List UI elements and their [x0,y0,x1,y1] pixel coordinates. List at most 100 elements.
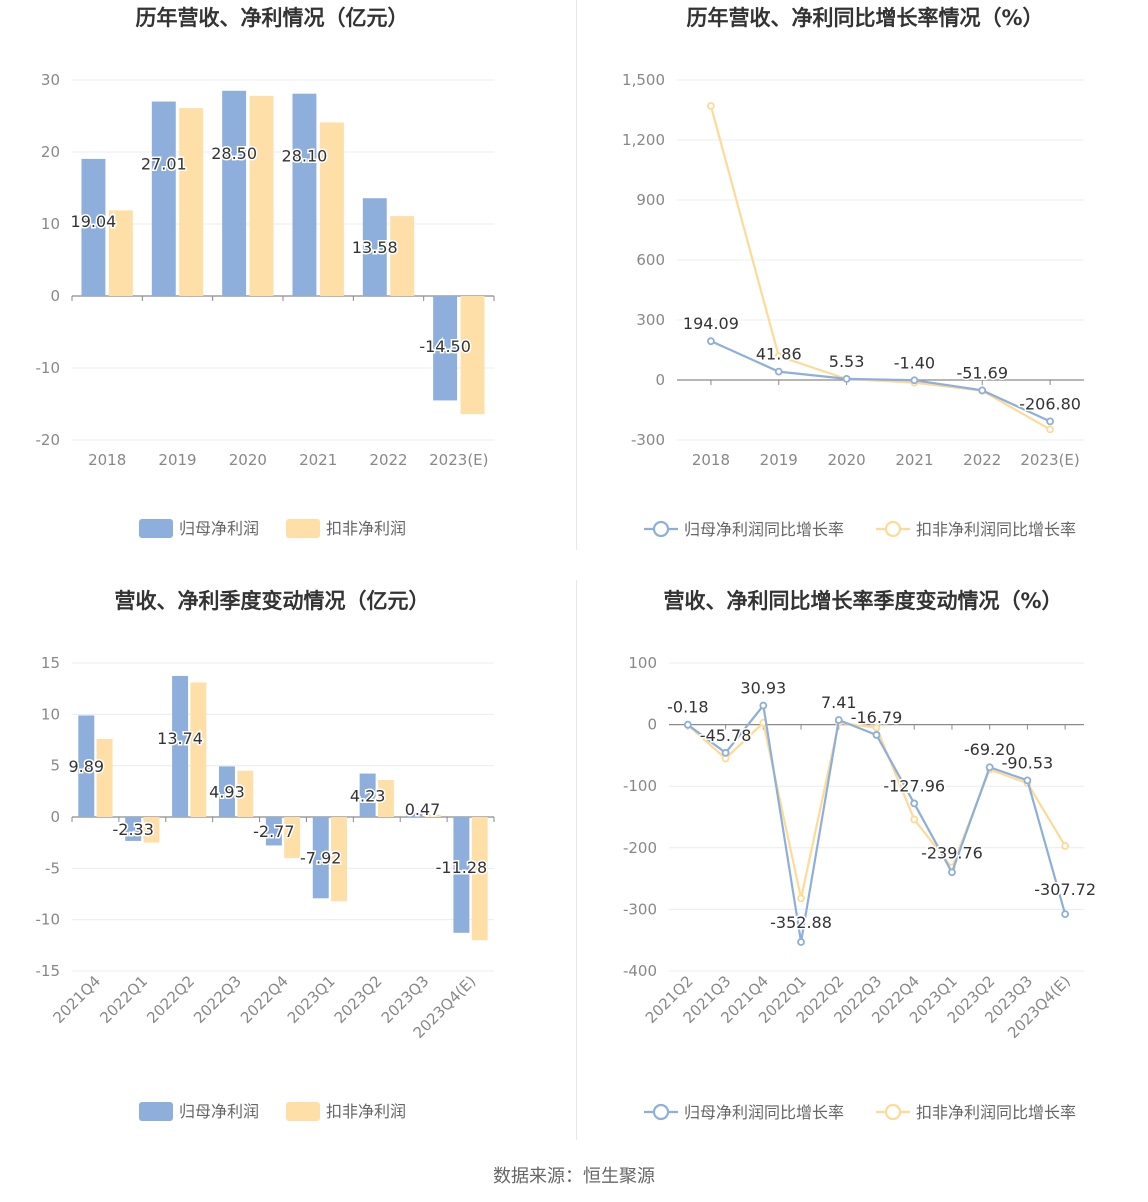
bar [218,766,235,817]
vertical-divider-bottom [576,580,577,1140]
data-label: 13.58 [352,238,398,257]
y-tick-label: 1,200 [622,131,665,149]
x-tick-label: 2022Q1 [96,972,151,1027]
x-tick-label: 2018 [88,451,126,469]
bar [179,108,204,296]
data-point [910,376,919,385]
x-tick-label: 2021 [299,451,337,469]
y-tick-label: 30 [41,71,60,89]
annual-profit-bar-chart: 历年营收、净利情况（亿元） -20 -10 0 10 20 30 2018 2019 2020 20… [0,0,576,560]
legend-label: 归母净利润同比增长率 [684,520,844,539]
y-tick-label: 0 [647,716,657,734]
y-tick-label: 0 [50,808,60,826]
x-tick-label: 2020 [827,451,865,469]
bar [265,817,282,846]
legend-marker [652,1103,670,1121]
x-tick-label: 2021 [895,451,933,469]
data-label: -352.88 [770,913,832,932]
data-point [1023,776,1032,785]
y-tick-label: -400 [623,962,657,980]
x-tick-label: 2022 [369,451,407,469]
data-label: 28.10 [282,147,328,166]
data-point [683,720,692,729]
data-point [834,716,843,724]
y-tick-label: -15 [36,962,61,980]
data-point [797,894,805,903]
data-point [985,763,994,772]
data-label: -69.20 [964,740,1016,759]
data-label: -51.69 [956,363,1008,382]
bar [377,780,394,817]
data-label: -127.96 [883,776,945,795]
chart-svg: 历年营收、净利同比增长率情况（%） -300 0 300 600 900 1,200 1,50… [622,6,1084,539]
data-point [1061,842,1070,850]
bar [362,198,387,296]
data-label: 28.50 [211,144,257,163]
x-tick-label: 2022Q2 [143,972,198,1027]
legend-label: 归母净利润 [179,519,259,538]
y-tick-label: 600 [636,251,665,269]
x-tick-label: 2023(E) [1020,451,1079,469]
data-label: 5.53 [829,352,865,371]
data-point [948,868,956,877]
data-label: -206.80 [1019,394,1081,413]
y-tick-label: -300 [631,431,665,449]
data-label: -14.50 [419,337,471,356]
y-tick-label: 0 [50,287,60,305]
bar [237,770,254,817]
legend-marker [884,1103,902,1121]
y-tick-label: -10 [36,911,61,929]
bar [190,682,207,817]
chart-svg: 营收、净利同比增长率季度变动情况（%）-400-300-200-10001002… [623,589,1098,1122]
y-tick-label: 300 [636,311,665,329]
legend-label: 归母净利润 [179,1102,259,1121]
quarterly-profit-bar-chart: 营收、净利季度变动情况（亿元） -15 -10 -5 0 5 10 15 2021Q4 2022Q… [0,580,576,1145]
legend-marker [884,520,902,538]
y-tick-label: 1,500 [622,71,665,89]
bar [284,817,301,859]
data-label: -1.40 [894,353,935,372]
legend-swatch [286,519,320,538]
chart-title: 营收、净利同比增长率季度变动情况（%） [663,589,1062,613]
y-tick-label: -100 [623,777,657,795]
data-label: -16.79 [851,708,903,727]
data-point [910,799,919,808]
x-tick-label: 2023(E) [429,451,488,469]
data-label: 0.47 [405,800,441,819]
bar [143,817,160,843]
y-tick-label: 10 [41,705,60,723]
bar [406,812,423,817]
y-tick-label: 5 [50,757,60,775]
bar [81,158,106,296]
bar [471,817,488,941]
data-source-note: 数据来源：恒生聚源 [493,1166,655,1187]
y-tick-label: -20 [36,431,61,449]
data-label: -2.77 [253,822,294,841]
data-label: -90.53 [1002,753,1054,772]
data-point [1046,425,1054,434]
annual-growth-line-chart: 历年营收、净利同比增长率情况（%） -300 0 300 600 900 1,200 1,50… [577,0,1148,560]
data-label: -307.72 [1034,880,1096,899]
x-tick-label: 2023Q1 [284,972,339,1027]
data-point [707,102,715,110]
x-tick-label: 2021Q4 [49,972,104,1027]
y-tick-label: -5 [45,859,60,877]
x-tick-label: 2022Q3 [190,972,245,1027]
data-point [774,367,783,376]
legend-label: 归母净利润同比增长率 [684,1103,844,1122]
data-label: 4.23 [350,786,386,805]
data-label: -45.78 [700,726,752,745]
data-label: -0.18 [667,698,708,717]
legend-label: 扣非净利润同比增长率 [916,1103,1076,1122]
data-point [759,701,768,710]
data-label: -2.33 [112,820,153,839]
data-label: 194.09 [683,314,739,333]
vertical-divider-top [576,0,577,550]
x-tick-label: 2019 [158,451,196,469]
x-tick-label: 2020 [229,451,267,469]
bar [319,122,344,296]
y-tick-label: 100 [628,654,657,672]
bar [312,817,329,899]
x-tick-label: 2023Q2 [331,972,386,1027]
series-line [709,105,1051,431]
